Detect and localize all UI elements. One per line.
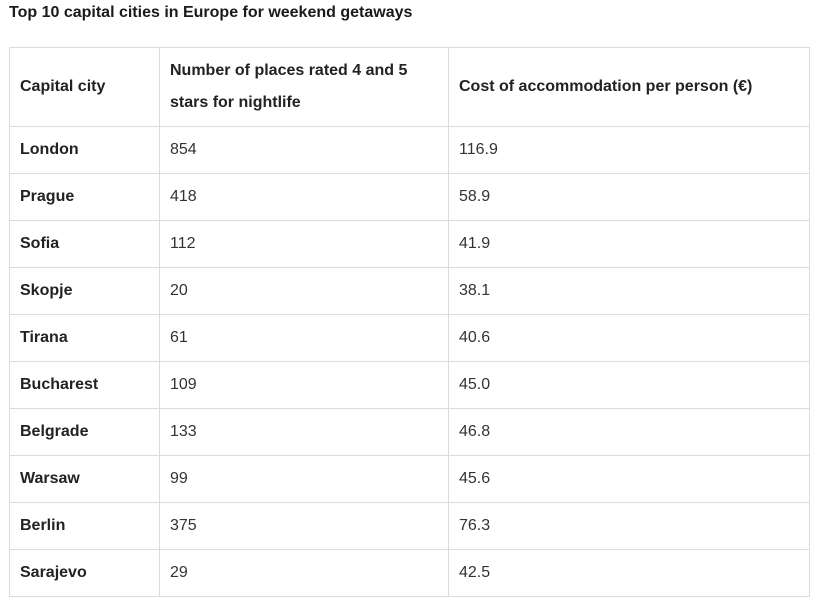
accommodation-cost-cell: 38.1 [448, 267, 810, 315]
city-cell: Warsaw [9, 455, 160, 503]
table-row: Bucharest 109 45.0 [9, 361, 810, 409]
table-row: Warsaw 99 45.6 [9, 455, 810, 503]
nightlife-count-cell: 20 [159, 267, 449, 315]
table-row: Berlin 375 76.3 [9, 502, 810, 550]
city-cell: Bucharest [9, 361, 160, 409]
city-cell: Prague [9, 173, 160, 221]
city-cell: Belgrade [9, 408, 160, 456]
nightlife-count-cell: 375 [159, 502, 449, 550]
nightlife-count-cell: 109 [159, 361, 449, 409]
nightlife-count-cell: 29 [159, 549, 449, 597]
column-header-nightlife-places: Number of places rated 4 and 5 stars for… [159, 47, 449, 127]
city-cell: Sofia [9, 220, 160, 268]
table-row: London 854 116.9 [9, 126, 810, 174]
accommodation-cost-cell: 41.9 [448, 220, 810, 268]
column-header-capital-city: Capital city [9, 47, 160, 127]
accommodation-cost-cell: 58.9 [448, 173, 810, 221]
nightlife-count-cell: 61 [159, 314, 449, 362]
table-row: Tirana 61 40.6 [9, 314, 810, 362]
city-cell: Berlin [9, 502, 160, 550]
page-title: Top 10 capital cities in Europe for week… [9, 4, 413, 21]
nightlife-count-cell: 418 [159, 173, 449, 221]
table-row: Sarajevo 29 42.5 [9, 549, 810, 597]
table-row: Skopje 20 38.1 [9, 267, 810, 315]
nightlife-count-cell: 854 [159, 126, 449, 174]
accommodation-cost-cell: 116.9 [448, 126, 810, 174]
city-cell: Tirana [9, 314, 160, 362]
nightlife-count-cell: 99 [159, 455, 449, 503]
accommodation-cost-cell: 40.6 [448, 314, 810, 362]
accommodation-cost-cell: 76.3 [448, 502, 810, 550]
accommodation-cost-cell: 46.8 [448, 408, 810, 456]
table-header-row: Capital city Number of places rated 4 an… [9, 47, 810, 127]
table-row: Prague 418 58.9 [9, 173, 810, 221]
city-cell: London [9, 126, 160, 174]
table-row: Belgrade 133 46.8 [9, 408, 810, 456]
accommodation-cost-cell: 45.6 [448, 455, 810, 503]
table-row: Sofia 112 41.9 [9, 220, 810, 268]
capital-cities-table: Capital city Number of places rated 4 an… [9, 47, 810, 597]
nightlife-count-cell: 133 [159, 408, 449, 456]
accommodation-cost-cell: 45.0 [448, 361, 810, 409]
column-header-accommodation-cost: Cost of accommodation per person (€) [448, 47, 810, 127]
city-cell: Skopje [9, 267, 160, 315]
city-cell: Sarajevo [9, 549, 160, 597]
nightlife-count-cell: 112 [159, 220, 449, 268]
accommodation-cost-cell: 42.5 [448, 549, 810, 597]
